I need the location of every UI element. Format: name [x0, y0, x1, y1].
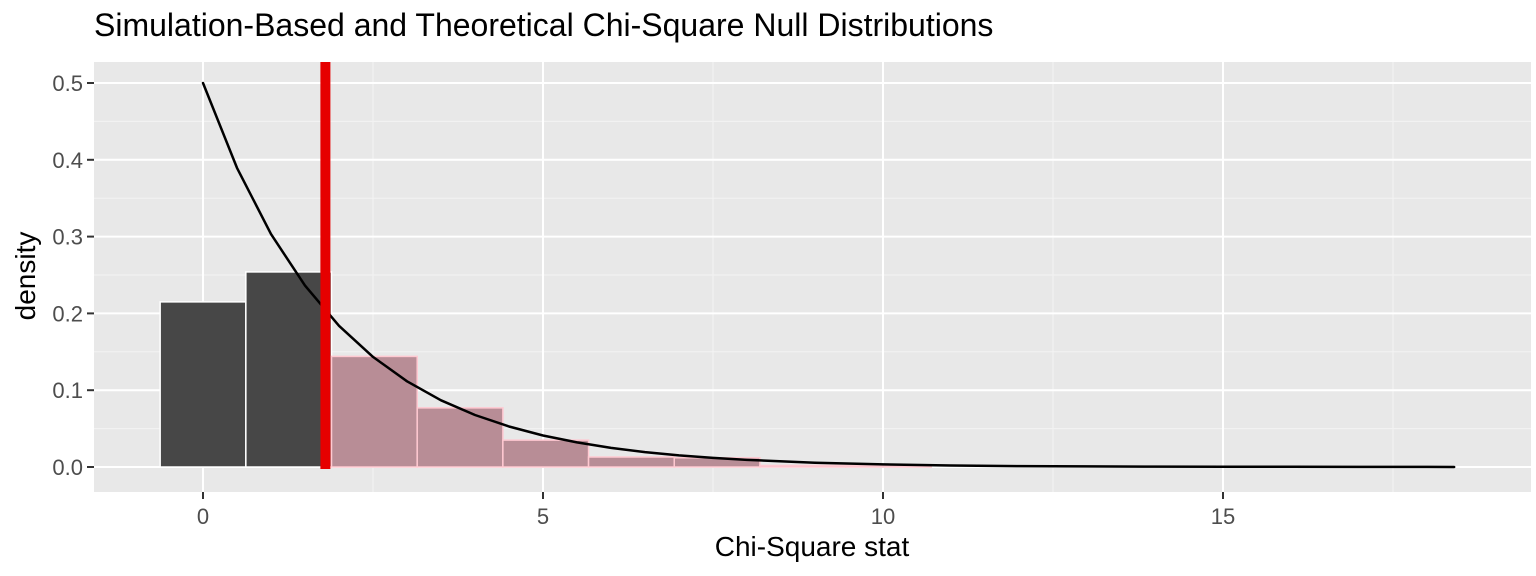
chart-title: Simulation-Based and Theoretical Chi-Squ…	[94, 7, 994, 43]
histogram-bar-pvalue	[330, 355, 418, 468]
x-tick-label: 10	[871, 504, 895, 529]
x-tick-label: 5	[537, 504, 549, 529]
y-axis-title: density	[10, 231, 41, 321]
theoretical-curve	[201, 81, 1456, 469]
histogram-bar-null	[245, 271, 333, 468]
histogram-bar-pvalue	[416, 407, 504, 468]
y-tick-label: 0.0	[52, 455, 83, 480]
y-tick-label: 0.4	[52, 148, 83, 173]
x-axis-title: Chi-Square stat	[714, 531, 910, 562]
y-tick-label: 0.5	[52, 71, 83, 96]
x-tick-label: 15	[1211, 504, 1235, 529]
histogram-bar-pvalue	[502, 439, 590, 468]
x-tick-label: 0	[197, 504, 209, 529]
histogram-bar-pvalue	[759, 464, 847, 468]
y-tick-label: 0.2	[52, 301, 83, 326]
y-tick-label: 0.1	[52, 378, 83, 403]
histogram-bar-pvalue	[587, 456, 675, 468]
observed-stat-line	[320, 62, 331, 469]
y-tick-label: 0.3	[52, 225, 83, 250]
histogram-bar-null	[159, 301, 247, 468]
